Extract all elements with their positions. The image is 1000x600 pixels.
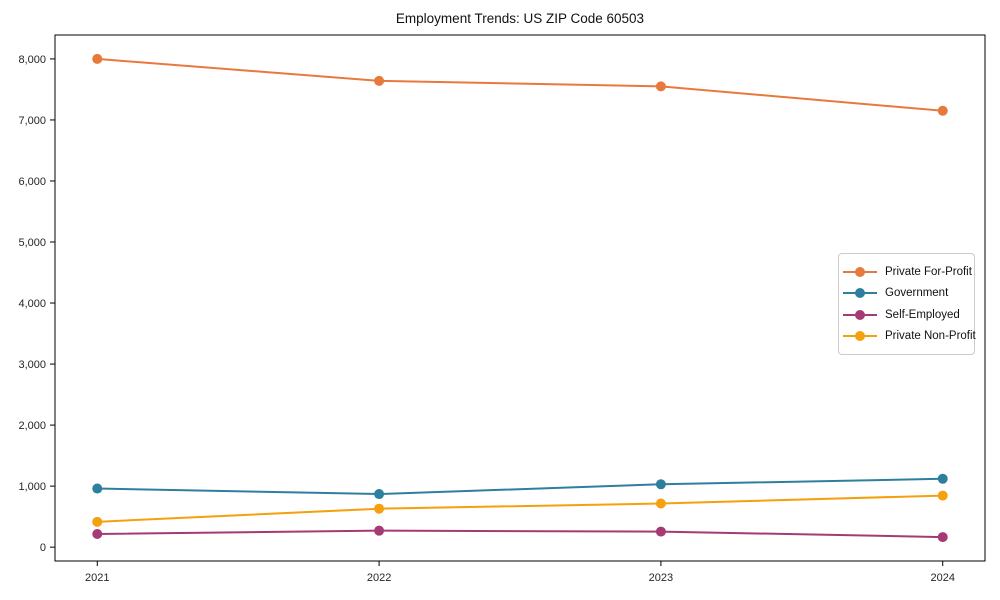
chart-title: Employment Trends: US ZIP Code 60503 [395,11,645,26]
legend-label: Private For-Profit [885,265,972,278]
data-point [937,532,948,543]
series-line-government [96,477,944,496]
legend-entry: Self-Employed [843,304,966,326]
legend-label: Private Non-Profit [885,330,976,343]
legend-line-marker-icon [843,309,877,321]
legend-label: Self-Employed [885,308,960,321]
x-tick-label: 2022 [367,572,391,584]
legend-line-marker-icon [843,287,877,299]
y-tick-label: 3,000 [18,359,46,371]
data-point [92,53,103,64]
data-point [655,479,666,490]
data-point [374,525,385,536]
legend-entry: Private For-Profit [843,261,972,283]
data-point [655,498,666,509]
data-point [374,489,385,500]
data-point [937,473,948,484]
y-tick-label: 6,000 [18,176,46,188]
plot-frame [54,34,986,562]
legend-line-marker-icon [843,266,877,278]
legend-entry: Government [843,283,966,305]
y-tick-label: 1,000 [18,481,46,493]
data-point [374,503,385,514]
data-point [655,526,666,537]
x-tick-label: 2021 [85,572,109,584]
data-point [92,483,103,494]
x-tick-label: 2024 [930,572,954,584]
legend-label: Government [885,287,949,300]
legend-line-marker-icon [843,330,877,342]
x-tick-label: 2023 [649,572,673,584]
y-tick-label: 2,000 [18,420,46,432]
y-tick-label: 8,000 [18,54,46,66]
data-point [92,516,103,527]
data-point [92,529,103,540]
series-line-private-non-profit [96,494,944,523]
y-tick-label: 0 [40,542,46,554]
y-tick-label: 7,000 [18,115,46,127]
chart-legend: Private For-Profit Government Self-Employe… [838,253,976,355]
data-point [655,81,666,92]
legend-entry: Private Non-Profit [843,326,976,348]
series-line-self-employed [96,529,944,539]
data-point [374,75,385,86]
data-point [937,490,948,501]
y-tick-label: 5,000 [18,237,46,249]
data-point [937,105,948,116]
series-line-private-for-profit [96,57,944,112]
y-tick-label: 4,000 [18,298,46,310]
